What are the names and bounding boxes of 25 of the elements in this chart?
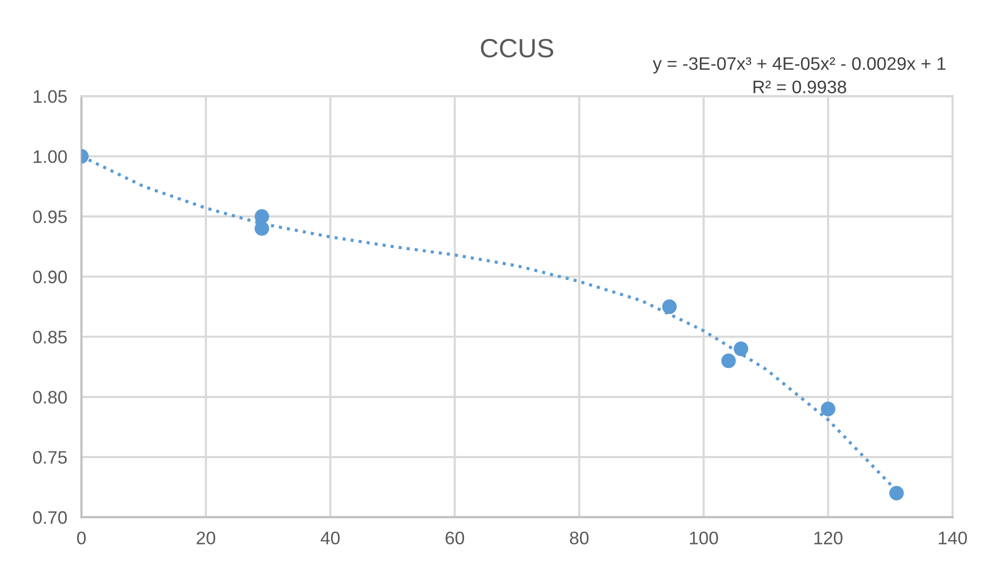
point xyxy=(734,342,748,356)
point xyxy=(662,299,677,314)
x-tick-label: 0 xyxy=(77,532,86,544)
y-tick-label: 0.95 xyxy=(33,210,67,224)
x-tick-label: 140 xyxy=(938,532,967,544)
point xyxy=(889,486,904,500)
y-tick-label: 0.75 xyxy=(33,451,67,464)
point xyxy=(254,221,270,236)
chart-title: CCUS xyxy=(480,38,554,58)
x-tick-label: 40 xyxy=(320,532,340,544)
y-tick-label: 0.70 xyxy=(33,511,67,524)
x-tick-label: 80 xyxy=(570,532,589,544)
y-tick-label: 1.00 xyxy=(34,150,67,164)
text: y = -3E-07x³ + 4E-05x² - 0.0029x + 1 R² = 0.9938 xyxy=(652,57,946,94)
point xyxy=(721,354,736,368)
y-tick-label: 0.80 xyxy=(33,390,67,404)
x-tick-label: 100 xyxy=(690,532,718,544)
y-tick-label: 1.05 xyxy=(34,90,67,103)
x-tick-label: 60 xyxy=(446,532,464,544)
y-tick-label: 0.85 xyxy=(33,330,67,344)
y-tick-label: 0.90 xyxy=(33,270,67,284)
x-tick-label: 20 xyxy=(196,532,216,544)
x-tick-label: 120 xyxy=(814,532,842,544)
point xyxy=(254,209,270,224)
point xyxy=(820,402,836,416)
